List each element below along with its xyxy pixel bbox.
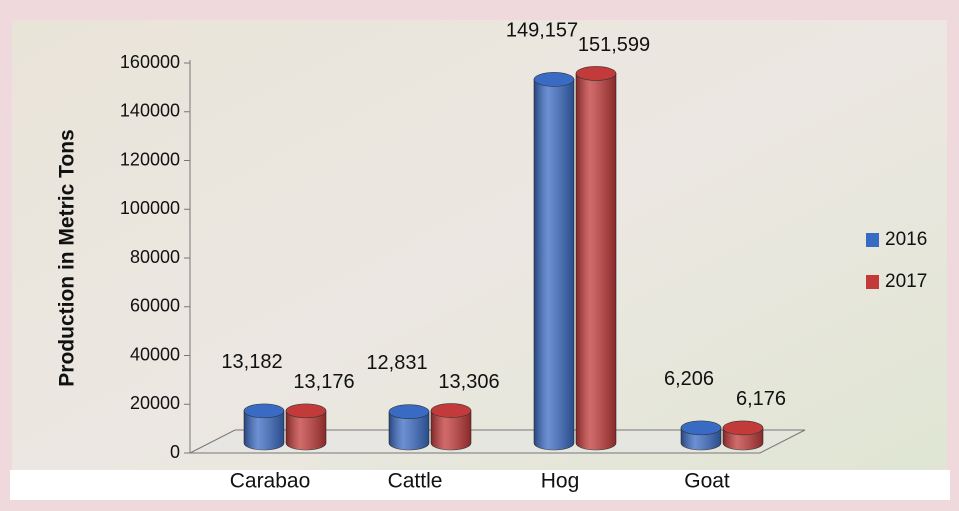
floor xyxy=(189,429,806,454)
x-tick-label: Cattle xyxy=(388,470,443,493)
bar-shade xyxy=(389,411,429,450)
value-label: 12,831 xyxy=(366,352,427,374)
y-tick-label: 60000 xyxy=(130,296,180,316)
bar-shade xyxy=(286,410,326,450)
bottom-strip xyxy=(10,470,950,500)
bar-top xyxy=(680,420,722,436)
value-label: 149,157 xyxy=(506,20,578,42)
legend-swatch xyxy=(866,275,879,289)
value-label: 6,206 xyxy=(664,368,714,390)
y-tick-label: 140000 xyxy=(120,101,180,121)
bar-shade xyxy=(431,410,471,450)
bar-top xyxy=(575,66,617,81)
legend-swatch xyxy=(866,233,879,247)
bar-top xyxy=(243,403,285,419)
legend-label: 2016 xyxy=(885,229,927,250)
bar-top xyxy=(533,72,575,87)
y-tick-label: 0 xyxy=(170,442,180,462)
value-label: 13,182 xyxy=(221,351,282,373)
y-tick-label: 100000 xyxy=(120,198,180,218)
value-label: 6,176 xyxy=(736,388,786,410)
bar-shade xyxy=(576,73,616,450)
background xyxy=(12,20,947,496)
x-tick-label: Hog xyxy=(541,470,580,493)
y-tick-label: 40000 xyxy=(130,344,180,364)
x-tick-label: Carabao xyxy=(230,470,311,493)
x-tick-label: Goat xyxy=(684,470,730,493)
legend-label: 2017 xyxy=(885,271,927,292)
y-tick-label: 80000 xyxy=(130,247,180,267)
bar-top xyxy=(722,420,764,436)
y-tick-label: 120000 xyxy=(120,149,180,169)
bar-top xyxy=(285,403,327,419)
bar-shade xyxy=(534,79,574,450)
value-label: 151,599 xyxy=(578,34,650,56)
bar-top xyxy=(388,404,430,420)
value-label: 13,306 xyxy=(438,371,499,393)
value-label: 13,176 xyxy=(293,371,354,393)
y-tick-label: 160000 xyxy=(120,52,180,72)
bar-top xyxy=(430,403,472,418)
bar-shade xyxy=(244,410,284,450)
y-axis-label: Production in Metric Tons xyxy=(56,129,79,386)
y-tick-label: 20000 xyxy=(130,393,180,413)
